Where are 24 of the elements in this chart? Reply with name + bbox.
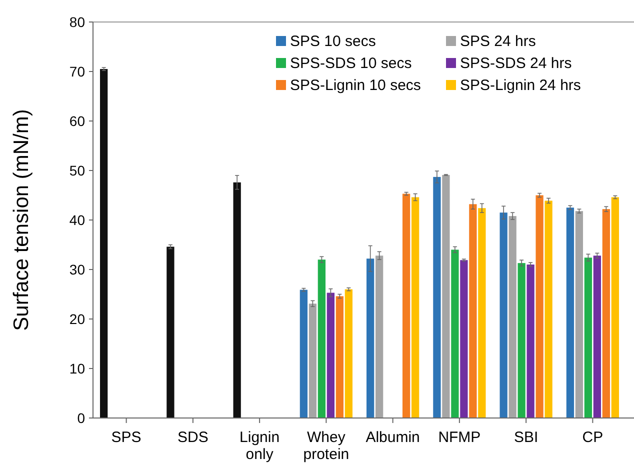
y-tick-label: 40	[69, 212, 86, 228]
x-tick-label: SPS	[111, 429, 142, 446]
legend-label: SPS-SDS 24 hrs	[460, 55, 572, 72]
x-tick-label: Lignin only	[240, 429, 280, 463]
x-tick-label: NFMP	[438, 429, 481, 446]
legend-label: SPS 24 hrs	[460, 33, 536, 50]
x-tick-label: SDS	[178, 429, 208, 446]
legend-label: SPS-SDS 10 secs	[290, 55, 412, 72]
x-tick-label: Whey protein	[303, 429, 350, 463]
y-tick-label: 70	[69, 64, 86, 80]
y-tick-label: 0	[77, 410, 86, 426]
x-tick-label: Albumin	[366, 429, 420, 446]
y-tick-label: 80	[69, 14, 86, 30]
y-tick-label: 30	[69, 262, 86, 278]
y-tick-label: 20	[69, 311, 86, 327]
legend-label: SPS-Lignin 24 hrs	[460, 77, 581, 94]
x-tick-label: SBI	[514, 429, 538, 446]
y-tick-label: 10	[69, 360, 86, 376]
y-axis-title: Surface tension (mN/m)	[10, 109, 33, 331]
legend-label: SPS-Lignin 10 secs	[290, 77, 421, 94]
legend-label: SPS 10 secs	[290, 33, 376, 50]
y-tick-label: 60	[69, 113, 86, 129]
x-tick-label: CP	[582, 429, 604, 446]
y-tick-label: 50	[69, 162, 86, 178]
